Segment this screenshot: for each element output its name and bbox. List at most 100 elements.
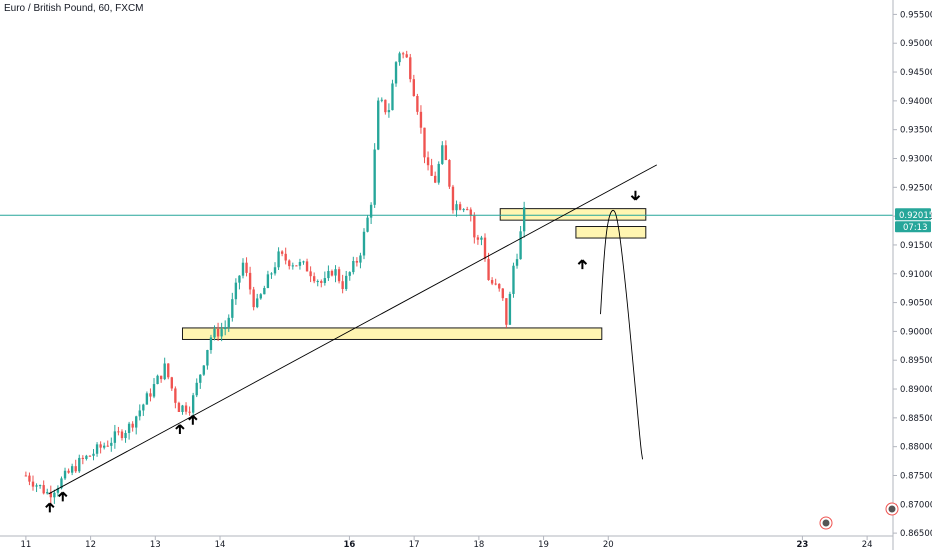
candle-body bbox=[252, 289, 255, 308]
candle-body bbox=[270, 273, 273, 275]
candle bbox=[142, 403, 145, 416]
candle bbox=[216, 322, 220, 342]
candle-body bbox=[295, 265, 298, 267]
candle bbox=[288, 259, 291, 270]
candle bbox=[156, 374, 159, 385]
y-tick-label: 0.88500 bbox=[900, 414, 932, 424]
candle bbox=[191, 392, 195, 420]
candle-body bbox=[188, 411, 191, 413]
candle-body bbox=[209, 337, 213, 351]
candle bbox=[327, 265, 330, 281]
candle-body bbox=[110, 442, 113, 446]
candle-body bbox=[394, 62, 398, 84]
candle-body bbox=[501, 288, 504, 299]
candle bbox=[384, 99, 387, 115]
candle-body bbox=[70, 466, 74, 473]
candle-body bbox=[135, 416, 138, 428]
candle bbox=[67, 468, 70, 474]
candle bbox=[462, 208, 465, 213]
candle bbox=[74, 459, 77, 473]
candle bbox=[263, 285, 266, 295]
candle-body bbox=[323, 278, 327, 283]
candle bbox=[373, 143, 376, 208]
candle-body bbox=[67, 470, 70, 473]
candle-body bbox=[78, 457, 81, 472]
candle-body bbox=[387, 110, 391, 113]
candle-body bbox=[220, 329, 223, 337]
candle bbox=[227, 314, 230, 332]
candle bbox=[494, 278, 497, 286]
candle-body bbox=[92, 453, 95, 456]
x-tick-label: 18 bbox=[473, 540, 484, 550]
candle bbox=[426, 151, 430, 171]
y-tick-label: 0.94000 bbox=[900, 97, 932, 107]
zone-2 bbox=[575, 226, 647, 239]
candle bbox=[466, 206, 469, 211]
candle bbox=[398, 51, 401, 66]
candle bbox=[220, 322, 223, 342]
zone-3 bbox=[181, 327, 603, 340]
candle bbox=[448, 159, 451, 189]
candle bbox=[206, 349, 209, 370]
candle bbox=[106, 440, 109, 447]
candle-body bbox=[63, 470, 67, 479]
candle bbox=[273, 262, 277, 276]
projection-path bbox=[600, 209, 644, 460]
candle-body bbox=[124, 432, 127, 439]
candle bbox=[409, 53, 412, 83]
candle-body bbox=[409, 57, 412, 80]
candle bbox=[394, 61, 398, 87]
candle bbox=[120, 429, 124, 441]
candle-body bbox=[352, 260, 355, 273]
candle bbox=[352, 256, 355, 275]
candle-body bbox=[195, 382, 198, 396]
candle bbox=[430, 158, 433, 176]
candle bbox=[159, 375, 163, 383]
candle bbox=[419, 105, 423, 134]
candle bbox=[170, 376, 173, 391]
candle-body bbox=[238, 275, 241, 283]
candle-body bbox=[302, 261, 305, 263]
current-price-tag bbox=[895, 208, 931, 221]
candle bbox=[163, 357, 166, 381]
candle bbox=[70, 463, 74, 476]
candle bbox=[362, 228, 366, 260]
candle-body bbox=[512, 265, 515, 294]
candle-body bbox=[152, 384, 156, 397]
candle-body bbox=[170, 377, 173, 389]
candle bbox=[24, 471, 28, 477]
candle-body bbox=[419, 111, 423, 128]
arrow-up-icon bbox=[175, 424, 185, 434]
candle-body bbox=[95, 444, 99, 454]
candle-body bbox=[248, 272, 252, 290]
x-tick-label: 12 bbox=[85, 540, 96, 550]
candle-body bbox=[405, 54, 408, 58]
candle-body bbox=[256, 298, 259, 308]
candle-body bbox=[458, 204, 462, 210]
candle bbox=[412, 74, 416, 97]
candle-body bbox=[508, 293, 512, 325]
candle bbox=[405, 50, 408, 58]
candle-body bbox=[366, 217, 369, 232]
candle bbox=[512, 262, 515, 298]
candle bbox=[56, 485, 60, 497]
candle-body bbox=[46, 492, 49, 494]
candle bbox=[202, 365, 206, 376]
candle bbox=[46, 488, 49, 495]
trendline bbox=[48, 164, 658, 495]
candle bbox=[522, 201, 526, 238]
candle bbox=[416, 93, 419, 115]
candle-body bbox=[441, 145, 444, 164]
arrow-up-icon bbox=[577, 259, 588, 270]
candle bbox=[238, 275, 241, 290]
candle-body bbox=[483, 237, 487, 259]
candle bbox=[127, 421, 131, 440]
candle-body bbox=[227, 317, 230, 328]
candle bbox=[359, 252, 362, 269]
candle bbox=[487, 252, 490, 281]
candle bbox=[519, 226, 522, 260]
candle bbox=[458, 201, 462, 211]
y-tick-label: 0.95000 bbox=[900, 39, 932, 49]
candle bbox=[88, 455, 92, 457]
